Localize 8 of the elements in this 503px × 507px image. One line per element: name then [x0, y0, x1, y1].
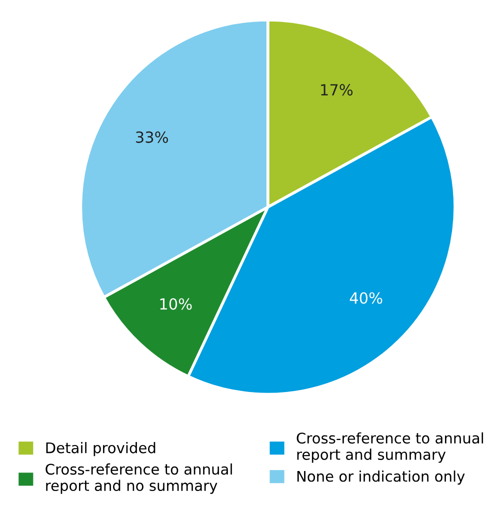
legend-label: None or indication only: [297, 470, 465, 485]
legend-label: Detail provided: [46, 442, 156, 456]
data-label: 40%: [350, 292, 382, 304]
data-label: 17%: [321, 84, 353, 96]
legend-label: Cross-reference to annual report and summary: [296, 432, 484, 463]
data-label: 10%: [160, 298, 192, 310]
data-label: 33%: [136, 131, 168, 143]
legend-label: Cross-reference to annual report and no summary: [46, 463, 232, 494]
